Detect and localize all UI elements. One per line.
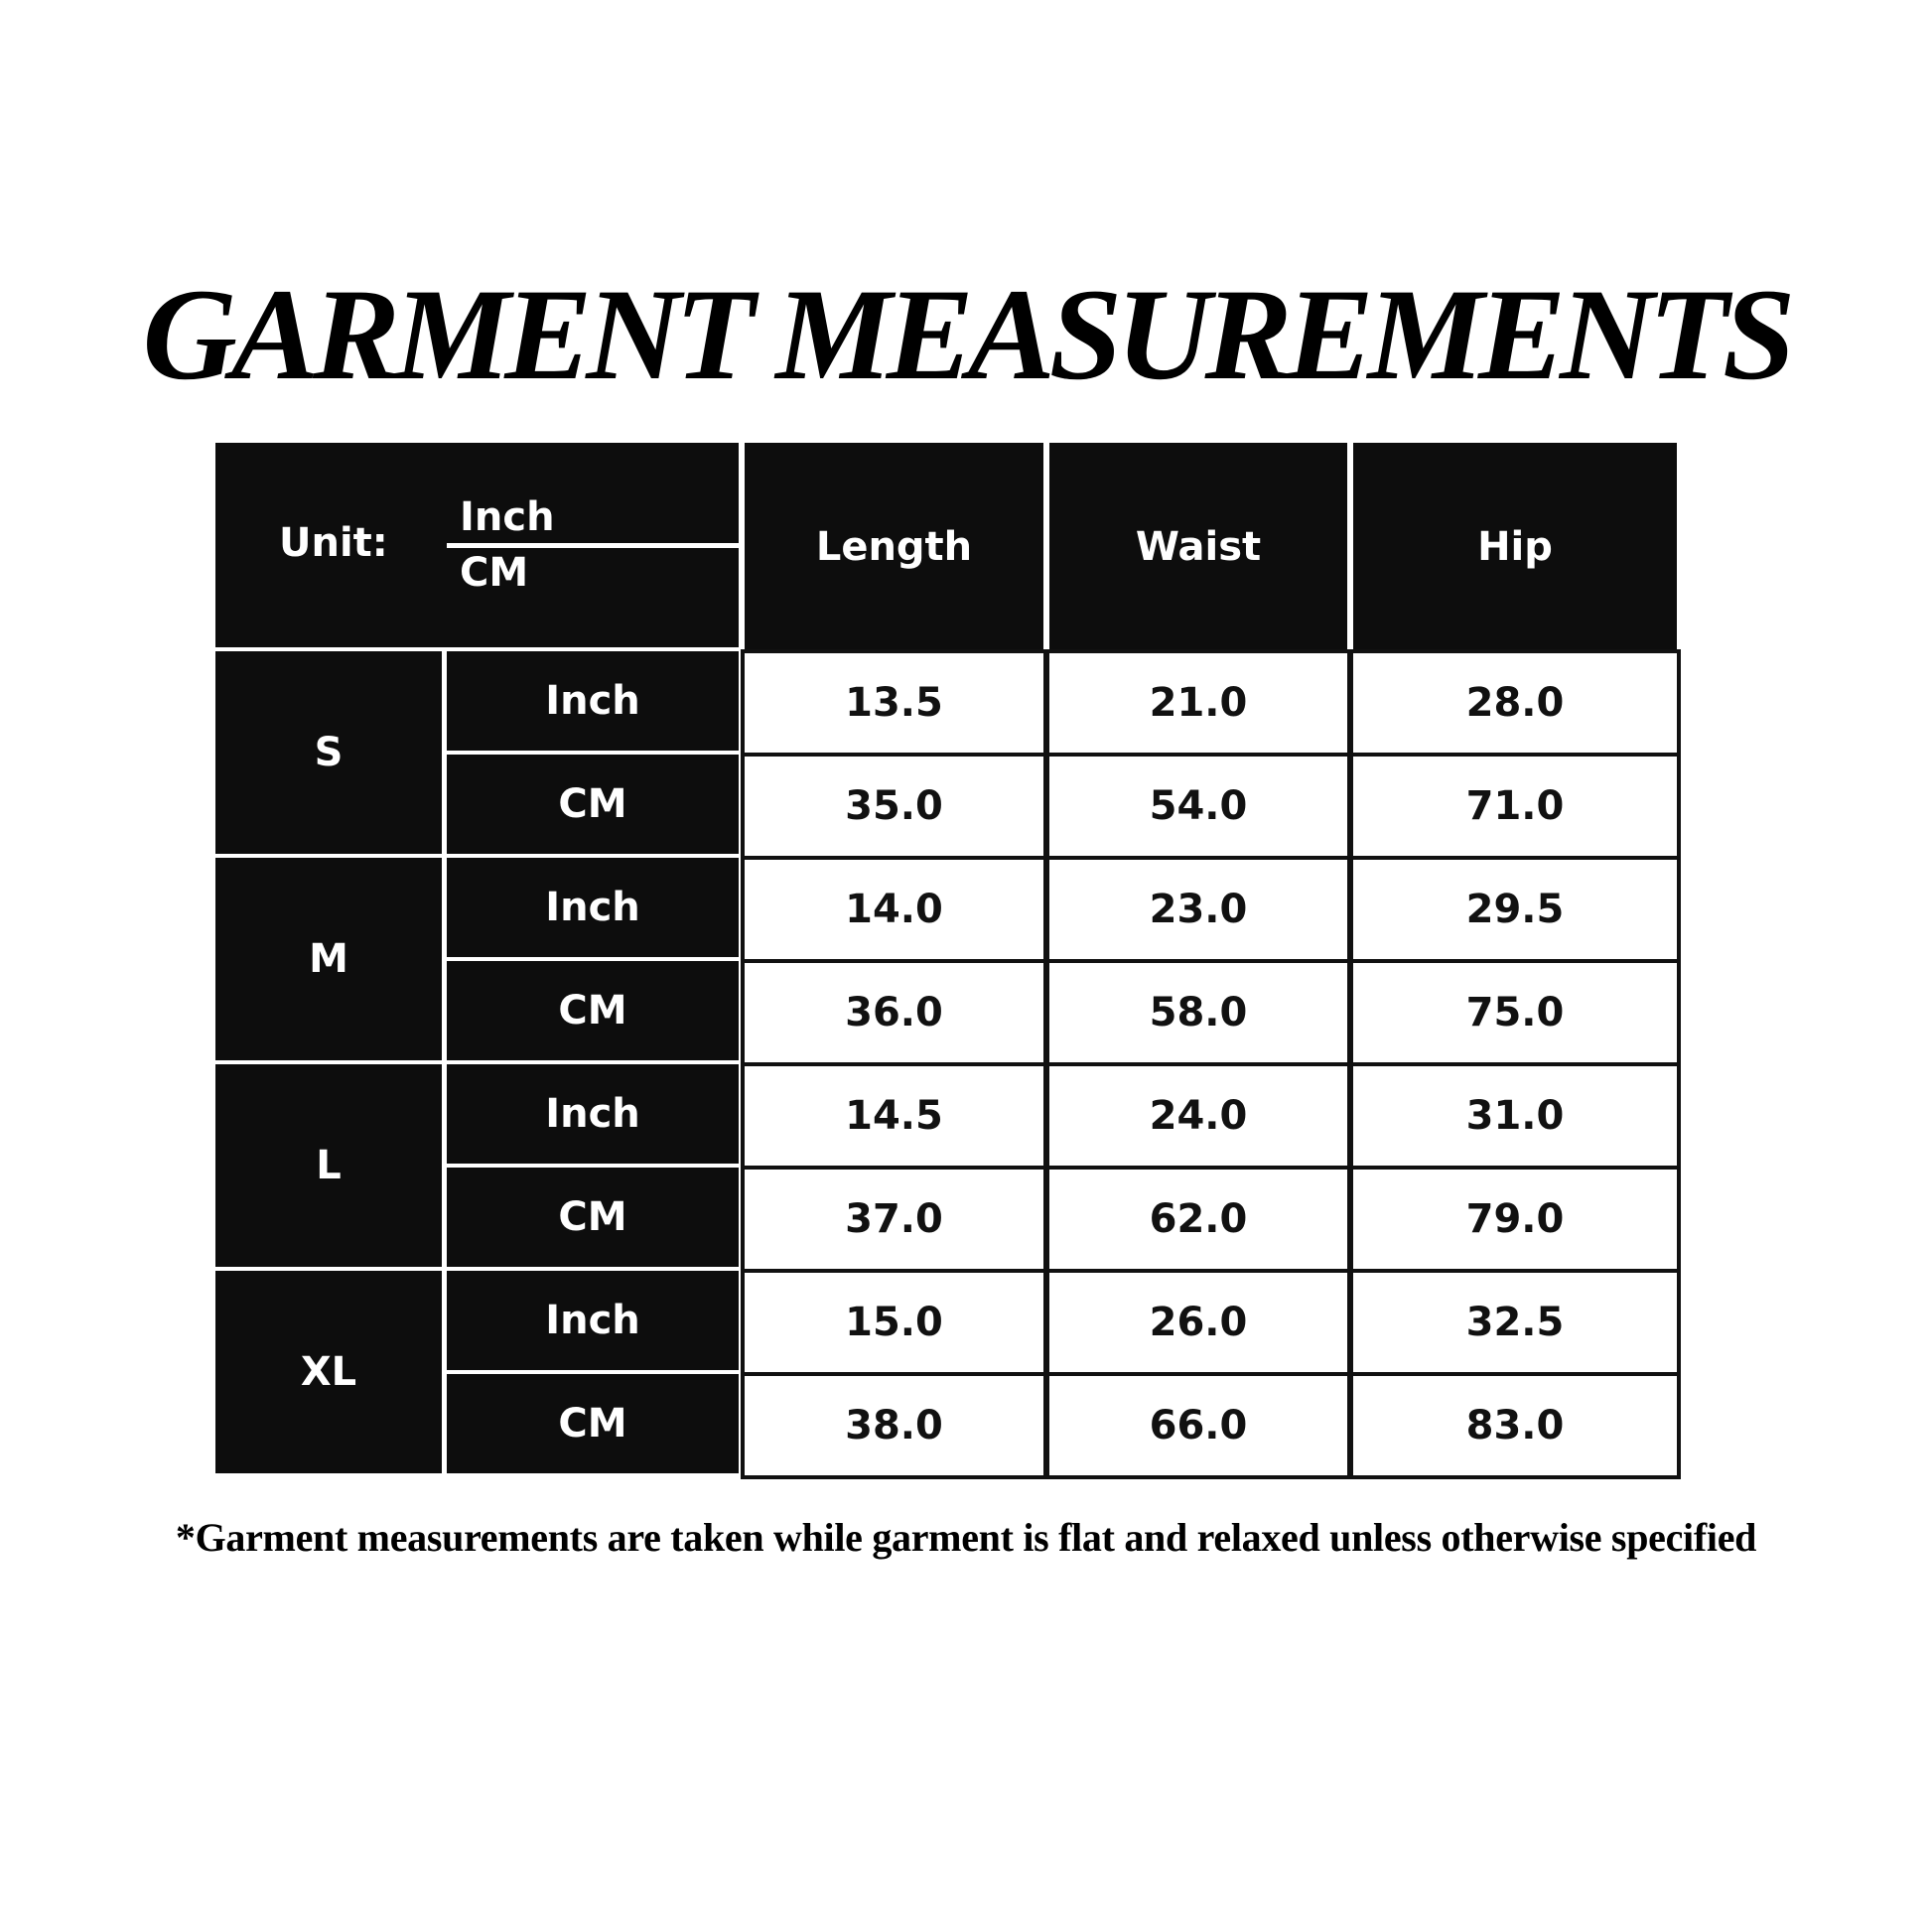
page-title: GARMENT MEASUREMENTS [142, 261, 1796, 407]
measurement-cell: 35.0 [741, 753, 1047, 860]
measurement-cell: 38.0 [741, 1372, 1047, 1479]
footnote: *Garment measurements are taken while ga… [175, 1515, 1757, 1560]
column-header-hip: Hip [1353, 443, 1677, 651]
unit-label-cell: Inch [447, 651, 739, 751]
measurement-cell: 14.5 [741, 1062, 1047, 1170]
unit-label-cell: CM [447, 961, 739, 1060]
measurement-cell: 31.0 [1349, 1062, 1681, 1170]
measurement-cell: 26.0 [1045, 1269, 1351, 1376]
unit-label: Unit: [279, 520, 388, 566]
size-chart-table: Unit: Inch CM Length Waist Hip S Inch 13.5 21.… [215, 443, 1681, 1479]
measurement-cell: 75.0 [1349, 959, 1681, 1066]
size-label: XL [215, 1271, 442, 1473]
unit-label-cell: CM [447, 755, 739, 854]
measurement-cell: 66.0 [1045, 1372, 1351, 1479]
unit-bottom-label: CM [460, 550, 529, 596]
unit-top-label: Inch [460, 494, 555, 540]
measurement-cell: 62.0 [1045, 1166, 1351, 1273]
measurement-cell: 37.0 [741, 1166, 1047, 1273]
measurement-cell: 23.0 [1045, 856, 1351, 963]
unit-label-cell: CM [447, 1168, 739, 1267]
unit-label-cell: Inch [447, 1271, 739, 1370]
unit-label-cell: Inch [447, 1064, 739, 1164]
measurement-cell: 79.0 [1349, 1166, 1681, 1273]
measurement-cell: 29.5 [1349, 856, 1681, 963]
measurement-cell: 14.0 [741, 856, 1047, 963]
unit-label-cell: Inch [447, 858, 739, 957]
measurement-cell: 58.0 [1045, 959, 1351, 1066]
measurement-cell: 28.0 [1349, 649, 1681, 757]
unit-label-cell: CM [447, 1374, 739, 1473]
unit-header-cell: Unit: Inch CM [215, 443, 739, 647]
size-label: M [215, 858, 442, 1060]
measurement-cell: 54.0 [1045, 753, 1351, 860]
measurement-cell: 71.0 [1349, 753, 1681, 860]
measurement-cell: 24.0 [1045, 1062, 1351, 1170]
measurement-cell: 36.0 [741, 959, 1047, 1066]
column-header-length: Length [745, 443, 1043, 651]
measurement-cell: 13.5 [741, 649, 1047, 757]
size-label: L [215, 1064, 442, 1267]
measurement-cell: 32.5 [1349, 1269, 1681, 1376]
measurement-cell: 15.0 [741, 1269, 1047, 1376]
measurement-cell: 21.0 [1045, 649, 1351, 757]
measurement-cell: 83.0 [1349, 1372, 1681, 1479]
column-header-waist: Waist [1049, 443, 1347, 651]
size-label: S [215, 651, 442, 854]
unit-divider [447, 543, 739, 548]
